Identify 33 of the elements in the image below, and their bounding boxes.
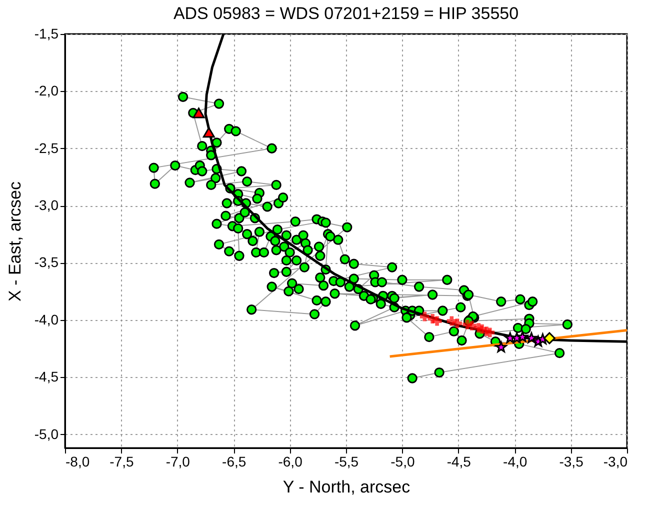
- y-tick-label: -2,5: [34, 140, 59, 156]
- x-tick-label: -7,5: [110, 454, 134, 470]
- x-tick-label: -5,5: [334, 454, 359, 470]
- x-tick-label: -8,0: [66, 454, 90, 470]
- point: [467, 320, 477, 330]
- x-axis-title: Y - North, arcsec: [282, 478, 411, 496]
- point: [543, 332, 556, 344]
- point: [485, 328, 495, 338]
- point: [495, 341, 507, 352]
- y-tick-label: -4,5: [34, 368, 59, 385]
- point: [452, 318, 462, 328]
- x-tick-label: -3,5: [559, 454, 584, 470]
- point: [516, 331, 528, 342]
- point: [192, 108, 205, 118]
- x-tick-label: -3,0: [603, 454, 628, 470]
- x-tick-label: -7,0: [166, 454, 190, 470]
- x-tick-label: -4,0: [503, 454, 528, 470]
- y-tick-label: -5,0: [34, 426, 59, 442]
- y-axis-title: X - East, arcsec: [5, 181, 24, 302]
- point: [526, 332, 538, 344]
- x-tick-label: -6,5: [222, 454, 246, 470]
- y-tick-label: -3,5: [34, 254, 59, 270]
- y-tick-label: -3,0: [34, 197, 59, 214]
- y-tick-label: -4,0: [34, 311, 59, 328]
- x-tick-label: -5,0: [390, 454, 415, 470]
- x-tick-label: -6,0: [278, 454, 303, 470]
- point: [420, 312, 430, 322]
- point: [202, 127, 215, 138]
- point: [432, 316, 442, 326]
- x-tick-label: -4,5: [446, 454, 472, 470]
- chart-title: ADS 05983 = WDS 07201+2159 = HIP 35550: [173, 4, 519, 23]
- y-tick-label: -1,5: [34, 26, 59, 42]
- y-tick-label: -2,0: [34, 82, 59, 99]
